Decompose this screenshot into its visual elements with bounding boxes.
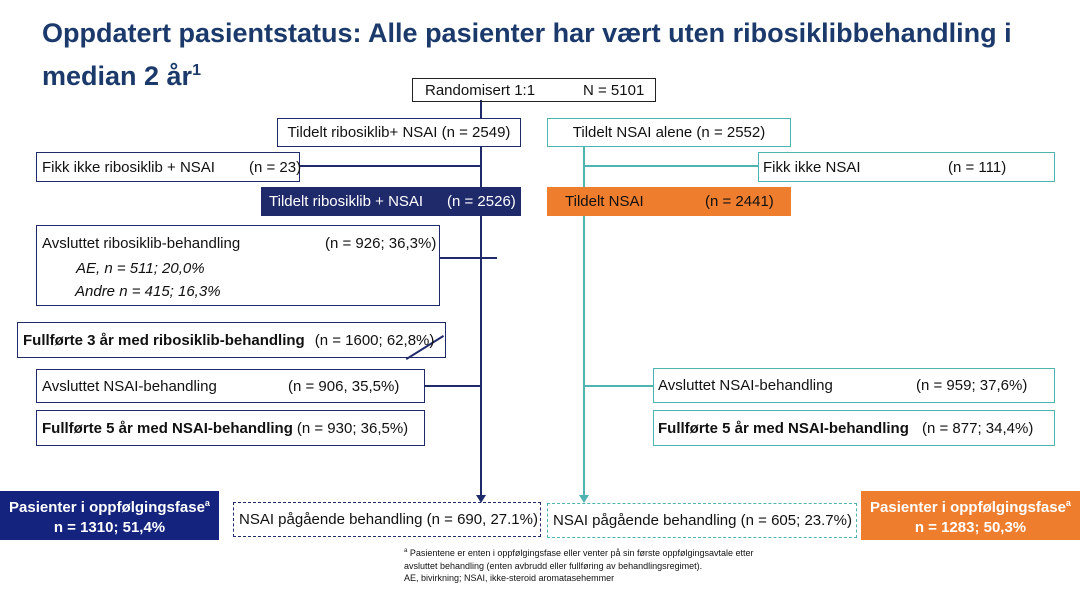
right-assigned2-box: Tildelt NSAI (n = 2441) <box>547 187 791 216</box>
right-completed-nsai-n: (n = 877; 34,4%) <box>922 419 1034 437</box>
arrowhead <box>579 495 589 503</box>
randomized-label: Randomisert 1:1 <box>425 81 536 99</box>
right-ongoing-box: NSAI pågående behandling (n = 605; 23.7%… <box>547 503 857 538</box>
footnote-line3: AE, bivirkning; NSAI, ikke-steroid aroma… <box>404 573 615 583</box>
right-ongoing-label: NSAI pågående behandling (n = 605; 23.7%… <box>553 512 852 529</box>
completed-ribo-label: Fullførte 3 år med ribosiklib-behandling <box>23 331 305 349</box>
left-followup-label: Pasienter i oppfølgingsfasea <box>9 498 210 516</box>
left-assigned-label: Tildelt ribosiklib+ NSAI (n = 2549) <box>287 124 511 141</box>
discontinued-ribo-other: Andre n = 415; 16,3% <box>75 283 221 300</box>
right-assigned-label: Tildelt NSAI alene (n = 2552) <box>572 124 766 141</box>
connector-line <box>440 257 497 259</box>
right-completed-nsai-label: Fullførte 5 år med NSAI-behandling <box>658 419 909 437</box>
connector-line <box>583 146 585 187</box>
connector-line <box>425 385 481 387</box>
left-completed-nsai-n: (n = 930; 36,5%) <box>296 419 409 437</box>
left-ongoing-box: NSAI pågående behandling (n = 690, 27.1%… <box>233 502 541 537</box>
right-completed-nsai-box: Fullførte 5 år med NSAI-behandling (n = … <box>653 410 1055 446</box>
arrowhead <box>476 495 486 503</box>
left-assigned2-n: (n = 2526) <box>447 193 516 210</box>
footnote: a Pasientene er enten i oppfølgingsfase … <box>404 545 754 585</box>
left-not-received-box: Fikk ikke ribosiklib + NSAI (n = 23) <box>36 152 302 182</box>
connector-line <box>300 165 481 167</box>
left-ongoing-label: NSAI pågående behandling (n = 690, 27.1%… <box>239 511 538 528</box>
discontinued-ribo-n: (n = 926; 36,3%) <box>325 235 437 252</box>
left-followup-box: Pasienter i oppfølgingsfasea n = 1310; 5… <box>0 491 219 540</box>
left-not-received-label: Fikk ikke ribosiklib + NSAI <box>42 158 215 176</box>
connector-line <box>583 385 653 387</box>
connector-line <box>480 215 482 495</box>
completed-ribo-n: (n = 1600; 62,8%) <box>314 331 435 349</box>
right-assigned-box: Tildelt NSAI alene (n = 2552) <box>547 118 791 147</box>
right-not-received-n: (n = 111) <box>948 158 1007 176</box>
connector-line <box>480 146 482 187</box>
left-discontinued-nsai-box: Avsluttet NSAI-behandling (n = 906, 35,5… <box>36 369 425 403</box>
right-not-received-box: Fikk ikke NSAI (n = 111) <box>758 152 1055 182</box>
left-discontinued-nsai-n: (n = 906, 35,5%) <box>288 377 400 395</box>
right-discontinued-nsai-label: Avsluttet NSAI-behandling <box>658 377 833 394</box>
left-assigned-box: Tildelt ribosiklib+ NSAI (n = 2549) <box>277 118 521 147</box>
left-completed-ribo-box: Fullførte 3 år med ribosiklib-behandling… <box>17 322 446 358</box>
page-title: Oppdatert pasientstatus: Alle pasienter … <box>42 18 1012 91</box>
right-assigned2-label: Tildelt NSAI <box>565 193 644 210</box>
right-discontinued-nsai-n: (n = 959; 37,6%) <box>916 377 1028 394</box>
right-followup-n: n = 1283; 50,3% <box>914 519 1027 536</box>
left-not-received-n: (n = 23) <box>249 158 302 176</box>
footnote-line1: a Pasientene er enten i oppfølgingsfase … <box>404 548 754 558</box>
left-discontinued-nsai-label: Avsluttet NSAI-behandling <box>42 377 217 395</box>
discontinued-ribo-label: Avsluttet ribosiklib-behandling <box>42 235 241 252</box>
connector-line <box>480 100 482 119</box>
left-followup-n: n = 1310; 51,4% <box>53 519 166 536</box>
left-assigned2-box: Tildelt ribosiklib + NSAI (n = 2526) <box>261 187 521 216</box>
randomized-n: N = 5101 <box>583 81 645 99</box>
right-discontinued-nsai-box: Avsluttet NSAI-behandling (n = 959; 37,6… <box>653 368 1055 403</box>
left-assigned2-label: Tildelt ribosiklib + NSAI <box>269 193 424 210</box>
connector-line <box>583 215 585 495</box>
right-followup-label: Pasienter i oppfølgingsfasea <box>870 498 1071 516</box>
right-followup-box: Pasienter i oppfølgingsfasea n = 1283; 5… <box>861 491 1080 540</box>
right-not-received-label: Fikk ikke NSAI <box>763 158 861 176</box>
left-completed-nsai-label: Fullførte 5 år med NSAI-behandling <box>42 419 293 437</box>
left-completed-nsai-box: Fullførte 5 år med NSAI-behandling (n = … <box>36 410 425 446</box>
left-discontinued-ribo-box: Avsluttet ribosiklib-behandling (n = 926… <box>36 225 440 306</box>
connector-line <box>583 165 759 167</box>
discontinued-ribo-ae: AE, n = 511; 20,0% <box>76 260 205 277</box>
right-assigned2-n: (n = 2441) <box>705 193 774 210</box>
footnote-line2: avsluttet behandling (enten avbrudd elle… <box>404 560 703 571</box>
randomized-box: Randomisert 1:1 N = 5101 <box>412 78 656 102</box>
